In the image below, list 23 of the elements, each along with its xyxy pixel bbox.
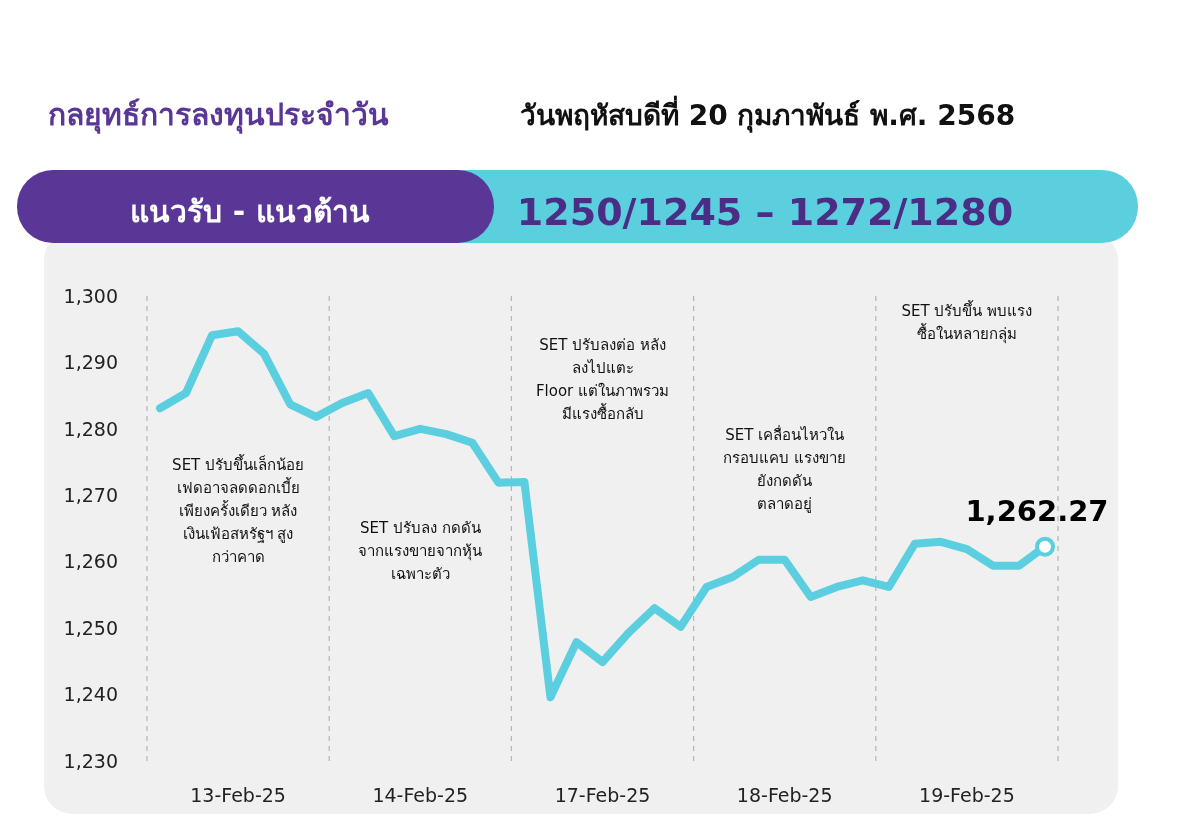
y-tick-label: 1,250 [63, 616, 118, 639]
x-tick-label: 14-Feb-25 [372, 784, 469, 806]
x-tick-label: 17-Feb-25 [554, 784, 651, 806]
annotation: SET ปรับลงต่อ หลัง ลงไปแตะ Floor แต่ในภาพรวม มีแรงซื้อกลับ [535, 336, 670, 423]
annotation: SET ปรับขึ้น พบแรง ซื้อในหลายกลุ่ม [901, 300, 1033, 344]
chart-subtitle: วันพฤหัสบดีที่ 20 กุมภาพันธ์ พ.ศ. 2568 [520, 95, 1016, 133]
text: 1250/1245 – 1272/1280 [516, 190, 1014, 234]
y-tick-label: 1,260 [63, 550, 118, 573]
y-tick-label: 1,300 [63, 284, 118, 307]
x-tick-label: 13-Feb-25 [190, 784, 286, 806]
y-tick-label: 1,240 [63, 683, 118, 706]
text: แนวรับ - แนวต้าน [130, 194, 370, 229]
y-tick-label: 1,270 [63, 483, 118, 506]
y-tick-label: 1,280 [63, 417, 118, 440]
annotation: SET ปรับขึ้นเล็กน้อย เฟดอาจลดดอกเบี้ย เพียงครั้งเดียว หลัง เงินเฟ้อสหรัฐฯ สูง กว่าคาด [172, 454, 305, 566]
annotation: SET เคลื่อนไหวใน กรอบแคบ แรงขาย ยังกดดัน ตลาดอยู่ [723, 424, 847, 513]
x-tick-label: 18-Feb-25 [736, 784, 833, 806]
y-tick-label: 1,290 [63, 351, 118, 374]
chart-title: กลยุทธ์การลงทุนประจำวัน [48, 97, 389, 134]
annotation: SET ปรับลง กดดัน จากแรงขายจากหุ้น เฉพาะตัว [358, 519, 483, 583]
annotation: 1,262.27 [965, 493, 1109, 528]
x-tick-label: 19-Feb-25 [919, 784, 1015, 806]
y-tick-label: 1,230 [63, 749, 118, 772]
